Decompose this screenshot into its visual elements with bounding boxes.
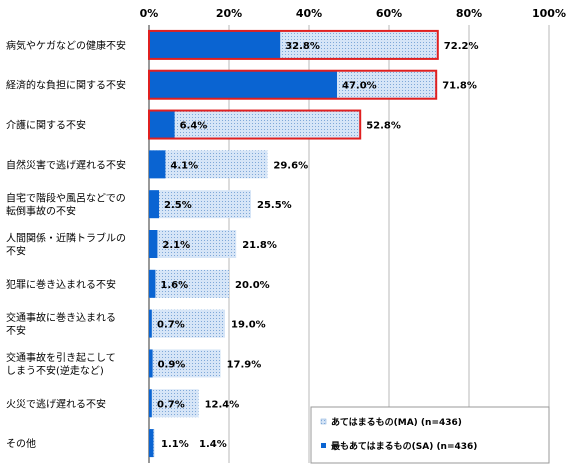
x-tick-label: 100% <box>532 7 566 20</box>
ma-value-label: 72.2% <box>444 41 479 52</box>
bar-sa <box>149 70 337 99</box>
highlight-border <box>148 69 438 100</box>
bars: 32.8% 72.2% 47.0% 71.8% 6.4% 52.8% 4.1% 29.6% 2.… <box>148 29 479 458</box>
legend-swatch-ma <box>320 418 327 425</box>
category-label: 火災で逃げ遅れる不安 <box>6 397 106 410</box>
ma-value-label: 17.9% <box>227 359 262 370</box>
category-label: 自然災害で逃げ遅れる不安 <box>6 158 126 171</box>
sa-value-label: 47.0% <box>342 81 377 92</box>
sa-value-label: 2.5% <box>164 200 192 211</box>
x-tick-label: 0% <box>140 7 159 20</box>
highlight-border <box>148 29 439 60</box>
x-axis-ticks: 0% 20% 40% 60% 80% 100% <box>140 7 566 20</box>
bar-ma <box>149 150 268 179</box>
bar-sa <box>149 429 154 458</box>
x-tick-label: 60% <box>376 7 402 20</box>
category-label: 犯罪に巻き込まれる不安 <box>6 278 116 291</box>
bar-ma <box>149 190 251 219</box>
bar-sa <box>149 190 159 219</box>
category-label: 自宅で階段や風呂などでの転倒事故の不安 <box>6 192 126 218</box>
legend-label-sa: 最もあてはまるもの(SA) (n=436) <box>331 440 477 452</box>
ma-value-label: 29.6% <box>273 160 308 171</box>
sa-value-label: 32.8% <box>285 41 320 52</box>
bar-sa <box>149 349 153 378</box>
bar-sa <box>149 269 156 298</box>
sa-value-label: 4.1% <box>170 160 198 171</box>
category-label: 病気やケガなどの健康不安 <box>6 39 126 52</box>
bar-sa <box>149 110 175 139</box>
sa-value-label: 2.1% <box>162 240 190 251</box>
bar-ma <box>149 110 361 139</box>
legend-box <box>310 406 550 464</box>
category-label: その他 <box>6 437 36 450</box>
ma-value-label: 21.8% <box>242 240 277 251</box>
bar-sa <box>149 30 281 59</box>
category-label: 経済的な負担に関する不安 <box>6 79 126 92</box>
category-label: 交通事故に巻き込まれる不安 <box>6 311 116 337</box>
bar-sa <box>149 389 152 418</box>
legend-swatch-sa <box>321 443 326 448</box>
sa-value-label: 0.9% <box>158 359 186 370</box>
x-tick-label: 40% <box>296 7 322 20</box>
ma-value-label: 52.8% <box>366 121 401 132</box>
x-tick-label: 20% <box>216 7 242 20</box>
bar-sa <box>149 230 158 258</box>
legend: あてはまるもの(MA) (n=436) 最もあてはまるもの(SA) (n=436) <box>310 406 550 464</box>
ma-value-label: 20.0% <box>235 280 270 291</box>
bar-ma <box>149 349 221 378</box>
highlight-border <box>148 109 362 140</box>
bar-sa <box>149 309 152 338</box>
ma-value-label: 71.8% <box>442 81 477 92</box>
category-labels: 病気やケガなどの健康不安経済的な負担に関する不安介護に関する不安自然災害で逃げ遅… <box>6 39 126 450</box>
ma-value-label: 12.4% <box>205 399 240 410</box>
category-label: 人間関係・近隣トラブルの不安 <box>6 232 126 258</box>
sa-value-label: 6.4% <box>180 121 208 132</box>
bar-ma <box>149 269 229 298</box>
sa-value-label: 0.7% <box>157 320 185 331</box>
ma-value-label: 1.4% <box>199 439 227 450</box>
legend-label-ma: あてはまるもの(MA) (n=436) <box>331 417 462 428</box>
bar-sa <box>149 150 166 179</box>
ma-value-label: 25.5% <box>257 200 292 211</box>
sa-value-label: 1.1% <box>161 439 189 450</box>
sa-value-label: 1.6% <box>160 280 188 291</box>
bar-ma <box>149 230 237 258</box>
category-label: 交通事故を引き起こしてしまう不安(逆走など) <box>6 351 116 377</box>
x-tick-label: 80% <box>456 7 482 20</box>
category-label: 介護に関する不安 <box>6 119 86 132</box>
bar-ma <box>149 389 199 418</box>
sa-value-label: 0.7% <box>157 399 185 410</box>
ma-value-label: 19.0% <box>231 320 266 331</box>
bar-ma <box>149 309 225 338</box>
